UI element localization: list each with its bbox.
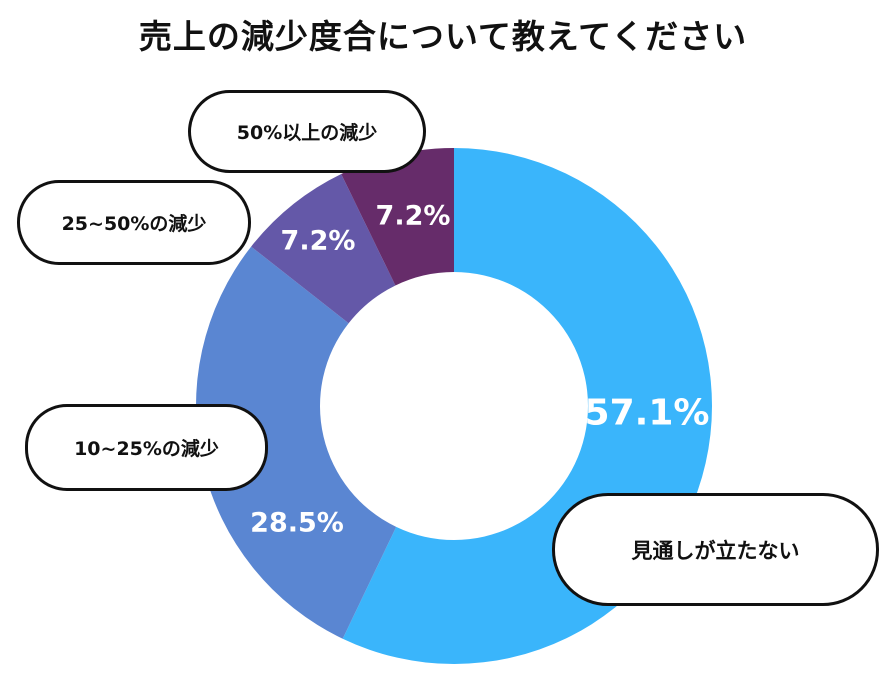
donut-slice-1 <box>195 246 397 639</box>
legend-callout-3: 50%以上の減少 <box>188 90 426 173</box>
donut-slice-3 <box>341 148 454 286</box>
legend-callout-0: 見通しが立たない <box>552 493 879 606</box>
data-label-2: 7.2% <box>280 225 356 257</box>
data-label-0: 57.1% <box>584 392 710 434</box>
chart-title: 売上の減少度合について教えてください <box>138 17 748 56</box>
data-label-3: 7.2% <box>375 200 451 232</box>
legend-callout-1: 10~25%の減少 <box>25 404 268 491</box>
donut-slice-2 <box>251 173 396 324</box>
legend-callout-2: 25~50%の減少 <box>17 180 251 265</box>
data-label-1: 28.5% <box>250 507 344 539</box>
